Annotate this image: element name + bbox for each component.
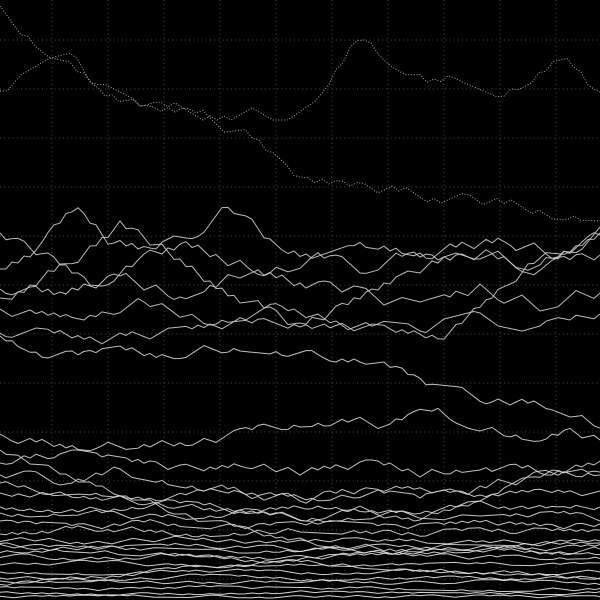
walk-13 <box>0 466 600 504</box>
walk-05 <box>0 220 600 326</box>
walk-20 <box>0 535 600 546</box>
walk-10 <box>0 407 600 452</box>
walk-04 <box>0 232 600 287</box>
walk-23 <box>0 551 600 561</box>
walk-16 <box>0 499 600 515</box>
walk-09 <box>0 335 600 429</box>
walk-31 <box>0 538 600 586</box>
walk-07 <box>0 297 600 334</box>
walk-24 <box>0 559 600 569</box>
walk-03 <box>0 206 600 270</box>
walk-19 <box>0 525 600 538</box>
walk-29 <box>0 590 600 596</box>
walk-15 <box>0 485 600 502</box>
walk-08 <box>0 232 600 345</box>
walk-06 <box>0 269 600 312</box>
walk-27 <box>0 579 600 585</box>
walk-lines <box>0 5 600 599</box>
walk-28 <box>0 585 600 593</box>
walk-17 <box>0 509 600 523</box>
walk-01 <box>0 5 600 222</box>
walk-30 <box>0 594 600 599</box>
walk-32 <box>0 542 600 580</box>
walk-25 <box>0 568 600 576</box>
walk-11 <box>0 449 600 556</box>
walk-12 <box>0 449 600 478</box>
walk-02 <box>0 39 600 121</box>
walk-18 <box>0 519 600 530</box>
walk-22 <box>0 545 600 556</box>
